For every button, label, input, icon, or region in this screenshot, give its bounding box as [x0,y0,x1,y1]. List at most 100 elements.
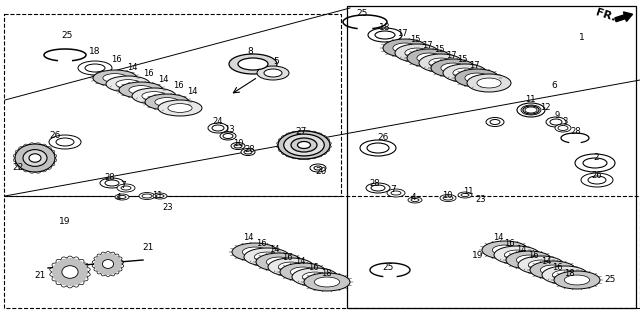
Text: 14: 14 [516,246,526,255]
Text: 16: 16 [256,240,266,249]
Ellipse shape [238,58,268,70]
Ellipse shape [78,61,112,75]
Text: 21: 21 [142,242,154,251]
Ellipse shape [119,82,163,98]
Ellipse shape [298,142,310,149]
Ellipse shape [558,125,568,130]
Ellipse shape [443,64,487,82]
Text: 17: 17 [445,50,456,60]
Text: 25: 25 [61,31,73,40]
Ellipse shape [417,53,441,63]
Ellipse shape [314,277,340,287]
Ellipse shape [482,241,528,259]
Text: 19: 19 [60,218,71,226]
Text: 14: 14 [127,63,137,71]
Text: 3: 3 [563,117,568,127]
Text: 11: 11 [525,95,535,105]
Text: FR.: FR. [594,7,616,23]
Ellipse shape [158,100,202,116]
Text: 11: 11 [463,188,473,197]
Ellipse shape [391,191,401,195]
Ellipse shape [465,73,489,83]
Text: 16: 16 [308,263,318,272]
Polygon shape [94,253,122,275]
Ellipse shape [542,266,588,284]
Ellipse shape [440,195,456,202]
Text: 6: 6 [551,81,557,91]
Ellipse shape [371,185,385,191]
Ellipse shape [575,154,615,172]
Ellipse shape [506,251,552,269]
Ellipse shape [278,131,330,159]
Ellipse shape [23,150,47,167]
Ellipse shape [393,43,417,53]
Text: 25: 25 [382,263,394,272]
Ellipse shape [521,105,541,115]
Ellipse shape [564,275,589,285]
Ellipse shape [431,59,475,77]
Ellipse shape [29,154,41,162]
Text: 26: 26 [378,133,388,143]
Ellipse shape [56,138,74,146]
Ellipse shape [540,265,566,275]
Ellipse shape [407,49,451,67]
Ellipse shape [504,250,530,260]
Polygon shape [615,12,632,22]
Ellipse shape [155,98,179,107]
Text: 15: 15 [410,34,420,43]
Ellipse shape [243,247,268,257]
Ellipse shape [367,143,389,153]
Ellipse shape [105,180,119,186]
Ellipse shape [116,80,140,88]
Ellipse shape [530,261,576,279]
Text: 28: 28 [571,128,581,137]
Text: 10: 10 [442,190,452,199]
Text: 27: 27 [295,127,307,136]
Text: 9: 9 [554,112,559,121]
Ellipse shape [525,107,537,113]
Text: 14: 14 [157,75,168,84]
Ellipse shape [100,178,124,188]
Ellipse shape [546,117,566,127]
Ellipse shape [244,150,252,154]
Ellipse shape [366,183,390,193]
Text: 15: 15 [434,46,444,55]
Ellipse shape [550,119,562,125]
Ellipse shape [49,135,81,149]
Ellipse shape [284,134,324,156]
Text: 17: 17 [397,28,407,38]
Text: 11: 11 [152,191,163,201]
Text: 4: 4 [410,194,416,203]
Ellipse shape [117,184,135,192]
Text: 17: 17 [468,61,479,70]
Text: 14: 14 [187,86,197,95]
Ellipse shape [494,246,540,264]
Text: 26: 26 [49,131,61,140]
Ellipse shape [477,78,501,88]
Bar [4,196,640,308]
Ellipse shape [429,58,453,68]
Text: 18: 18 [380,23,391,32]
Ellipse shape [234,144,242,148]
Ellipse shape [395,44,439,62]
Ellipse shape [467,74,511,92]
Ellipse shape [220,132,236,140]
Ellipse shape [405,48,429,58]
Ellipse shape [212,125,224,131]
Text: 4: 4 [115,192,121,202]
Text: 14: 14 [541,257,551,266]
Text: 16: 16 [143,69,154,78]
Ellipse shape [232,243,278,261]
Ellipse shape [129,85,153,94]
Text: 19: 19 [472,251,484,261]
Ellipse shape [383,39,427,57]
Ellipse shape [268,258,314,276]
Ellipse shape [517,103,545,117]
Ellipse shape [486,117,504,127]
Ellipse shape [360,140,396,156]
Ellipse shape [115,194,129,200]
Ellipse shape [408,197,422,203]
Ellipse shape [490,120,500,124]
Ellipse shape [552,270,578,280]
Ellipse shape [555,124,571,132]
